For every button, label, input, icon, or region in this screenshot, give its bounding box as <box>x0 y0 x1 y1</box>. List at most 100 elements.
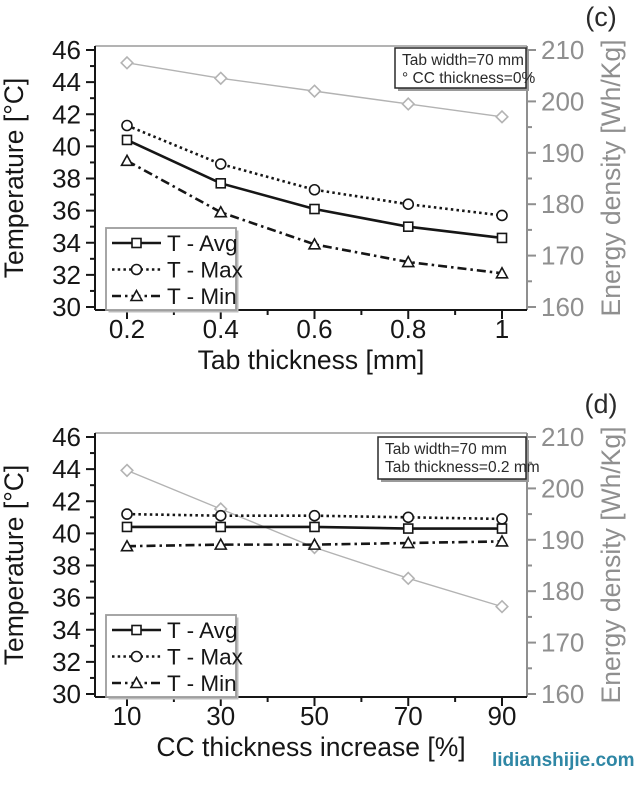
triangle-marker <box>213 205 228 218</box>
left-tick-label: 40 <box>52 518 81 548</box>
diamond-marker <box>120 55 134 70</box>
y-axis-title-left: Temperature [°C] <box>0 78 29 279</box>
x-tick-label: 0.6 <box>296 314 332 344</box>
square-marker <box>402 221 414 232</box>
diamond-marker <box>401 571 416 586</box>
legend-entry-label: T - Min <box>167 284 237 309</box>
legend-box <box>105 227 237 311</box>
triangle-marker <box>213 537 228 550</box>
square-marker <box>309 203 320 215</box>
circle-marker <box>130 650 143 663</box>
circle-marker <box>308 509 321 522</box>
diamond-marker <box>495 599 509 614</box>
legend-entry-label: T - Avg <box>167 231 237 256</box>
left-tick-label: 32 <box>52 260 81 290</box>
legend-entry-label: T - Max <box>167 645 244 670</box>
left-tick-label: 30 <box>52 292 81 322</box>
x-tick-label: 70 <box>394 701 423 731</box>
x-axis-title: CC thickness increase [%] <box>156 732 465 762</box>
left-tick-label: 40 <box>52 131 81 161</box>
triangle-marker <box>307 237 322 250</box>
left-tick-label: 46 <box>52 422 81 452</box>
legend-entry-label: T - Min <box>167 671 237 696</box>
left-tick-label: 46 <box>52 35 81 65</box>
x-tick-label: 0.2 <box>109 314 145 344</box>
triangle-marker <box>120 153 134 167</box>
triangle-marker <box>120 539 134 552</box>
right-tick-label: 170 <box>541 628 584 658</box>
x-tick-label: 90 <box>488 701 517 731</box>
x-tick-label: 0.8 <box>390 314 426 344</box>
x-tick-label: 0.4 <box>203 314 239 344</box>
annotation-box <box>394 47 527 89</box>
right-tick-label: 200 <box>541 86 584 116</box>
right-tick-label: 210 <box>541 422 584 452</box>
y-axis-title-right: Energy density [Wh/Kg] <box>596 427 626 704</box>
left-tick-label: 42 <box>52 486 81 516</box>
right-tick-label: 210 <box>541 35 584 65</box>
x-tick-label: 10 <box>113 701 142 731</box>
right-tick-label: 190 <box>541 525 584 555</box>
x-tick-label: 1 <box>495 314 509 344</box>
triangle-marker <box>129 675 144 689</box>
left-tick-label: 30 <box>52 679 81 709</box>
square-marker <box>402 523 414 534</box>
legend-entry-label: T - Max <box>167 258 244 283</box>
panel-label: (c) <box>585 2 616 32</box>
square-marker <box>121 521 133 533</box>
left-tick-label: 42 <box>52 99 81 129</box>
circle-marker <box>496 209 508 222</box>
circle-marker <box>402 511 415 524</box>
circle-marker <box>214 509 227 522</box>
square-marker <box>215 178 227 189</box>
square-marker <box>496 232 508 244</box>
annotation-line: ° CC thickness=0% <box>402 70 535 87</box>
series-line-t-min <box>126 540 503 548</box>
square-marker <box>215 521 227 533</box>
circle-marker <box>214 158 227 170</box>
legend-entry-label: T - Avg <box>167 618 237 643</box>
triangle-marker <box>495 266 509 279</box>
left-tick-label: 36 <box>52 583 81 613</box>
circle-marker <box>121 119 133 132</box>
square-marker <box>309 521 320 533</box>
circle-marker <box>121 508 133 520</box>
left-tick-label: 34 <box>52 615 81 645</box>
circle-marker <box>130 263 143 276</box>
x-axis-title: Tab thickness [mm] <box>198 345 425 375</box>
x-tick-label: 30 <box>206 701 235 731</box>
triangle-marker <box>401 535 416 549</box>
annotation-box <box>377 436 527 480</box>
right-tick-label: 170 <box>541 241 584 271</box>
left-tick-label: 32 <box>52 647 81 677</box>
square-marker <box>121 134 133 146</box>
y-axis-title-right: Energy density [Wh/Kg] <box>596 40 626 317</box>
y-axis-title-left: Temperature [°C] <box>0 465 29 666</box>
annotation-line: Tab width=70 mm <box>385 441 507 458</box>
diamond-marker <box>495 109 509 124</box>
right-tick-label: 200 <box>541 473 584 503</box>
right-tick-label: 160 <box>541 292 584 322</box>
circle-marker <box>308 183 321 196</box>
left-tick-label: 44 <box>52 67 81 97</box>
diamond-marker <box>307 84 322 99</box>
annotation-line: Tab width=70 mm <box>402 52 524 69</box>
legend-box <box>105 614 237 698</box>
series-line-t-min <box>126 159 503 275</box>
square-marker <box>496 523 508 534</box>
diamond-marker <box>401 97 416 111</box>
triangle-marker <box>307 537 322 550</box>
diamond-marker <box>120 463 134 478</box>
triangle-marker <box>401 254 416 268</box>
x-tick-label: 50 <box>300 701 329 731</box>
right-tick-label: 190 <box>541 138 584 168</box>
right-tick-label: 160 <box>541 679 584 709</box>
square-marker <box>131 237 142 249</box>
left-tick-label: 36 <box>52 196 81 226</box>
circle-marker <box>496 513 508 525</box>
left-tick-label: 38 <box>52 164 81 194</box>
panel-label: (d) <box>585 389 618 419</box>
right-tick-label: 180 <box>541 576 584 606</box>
